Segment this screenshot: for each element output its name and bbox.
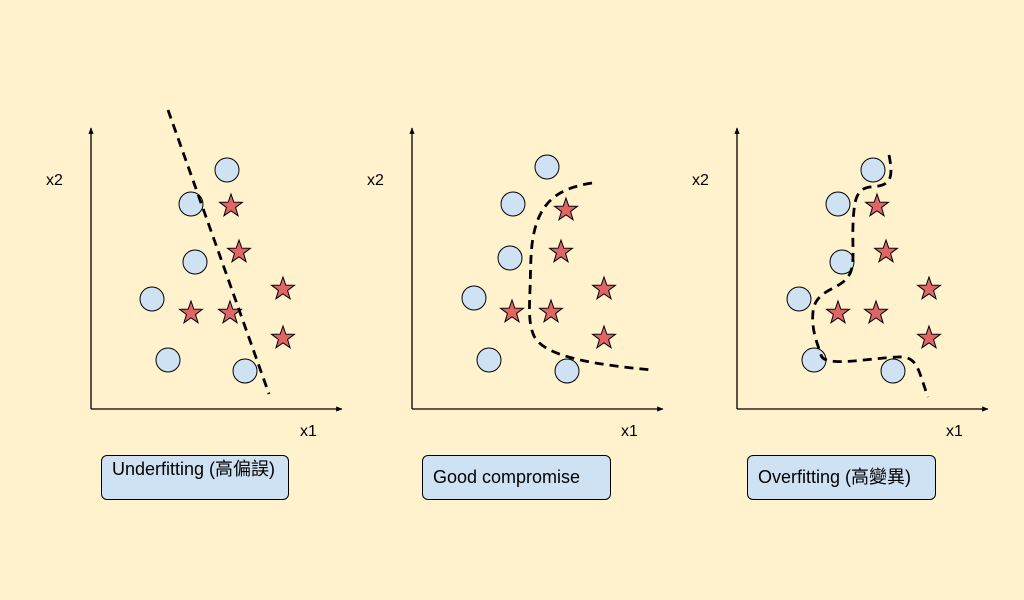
caption-underfitting-text: Underfitting (高偏誤): [112, 459, 276, 479]
decision-boundary: [528, 181, 653, 372]
circle-point: [497, 245, 523, 271]
circle-point: [786, 286, 812, 312]
star-point: [917, 325, 941, 349]
circle-point: [178, 191, 204, 217]
star-point: [218, 300, 242, 324]
panel-underfitting: x2 x1: [46, 109, 343, 440]
circle-point: [880, 358, 906, 384]
circle-point: [825, 191, 851, 217]
panel-good-compromise: x2 x1: [367, 127, 664, 440]
y-axis-label: x2: [46, 172, 63, 189]
circle-point: [182, 249, 208, 275]
circle-point: [214, 157, 240, 183]
circle-point: [860, 157, 886, 183]
star-point: [271, 325, 295, 349]
star-point: [549, 239, 573, 263]
star-point: [592, 276, 616, 300]
star-point: [554, 197, 578, 221]
circle-points: [461, 154, 580, 384]
caption-good-compromise: Good compromise: [422, 455, 611, 500]
caption-good-compromise-text: Good compromise: [433, 467, 581, 487]
x-axis-label: x1: [946, 423, 963, 440]
star-point: [271, 276, 295, 300]
star-point: [227, 239, 251, 263]
star-point: [592, 325, 616, 349]
circle-point: [155, 347, 181, 373]
circle-point: [461, 285, 487, 311]
star-point: [917, 276, 941, 300]
circle-point: [801, 347, 827, 373]
star-point: [865, 193, 889, 217]
x-axis-label: x1: [621, 423, 638, 440]
star-point: [864, 300, 888, 324]
star-points: [500, 197, 616, 349]
star-point: [539, 299, 563, 323]
caption-overfitting: Overfitting (高變異): [747, 455, 936, 500]
caption-overfitting-text: Overfitting (高變異): [758, 467, 912, 487]
circle-point: [232, 358, 258, 384]
decision-boundary: [166, 109, 271, 395]
star-point: [219, 193, 243, 217]
star-point: [500, 299, 524, 323]
star-point: [179, 300, 203, 324]
circle-point: [500, 191, 526, 217]
panel-overfitting: x2 x1: [692, 127, 989, 440]
circle-point: [139, 286, 165, 312]
star-point: [826, 300, 850, 324]
circle-points: [139, 157, 258, 384]
caption-underfitting: Underfitting (高偏誤): [101, 455, 289, 500]
y-axis-label: x2: [367, 172, 384, 189]
decision-boundary: [811, 154, 930, 398]
star-point: [874, 239, 898, 263]
x-axis-label: x1: [300, 423, 317, 440]
y-axis-label: x2: [692, 172, 709, 189]
circle-point: [554, 358, 580, 384]
circle-point: [534, 154, 560, 180]
circle-point: [476, 347, 502, 373]
circle-points: [786, 157, 906, 384]
